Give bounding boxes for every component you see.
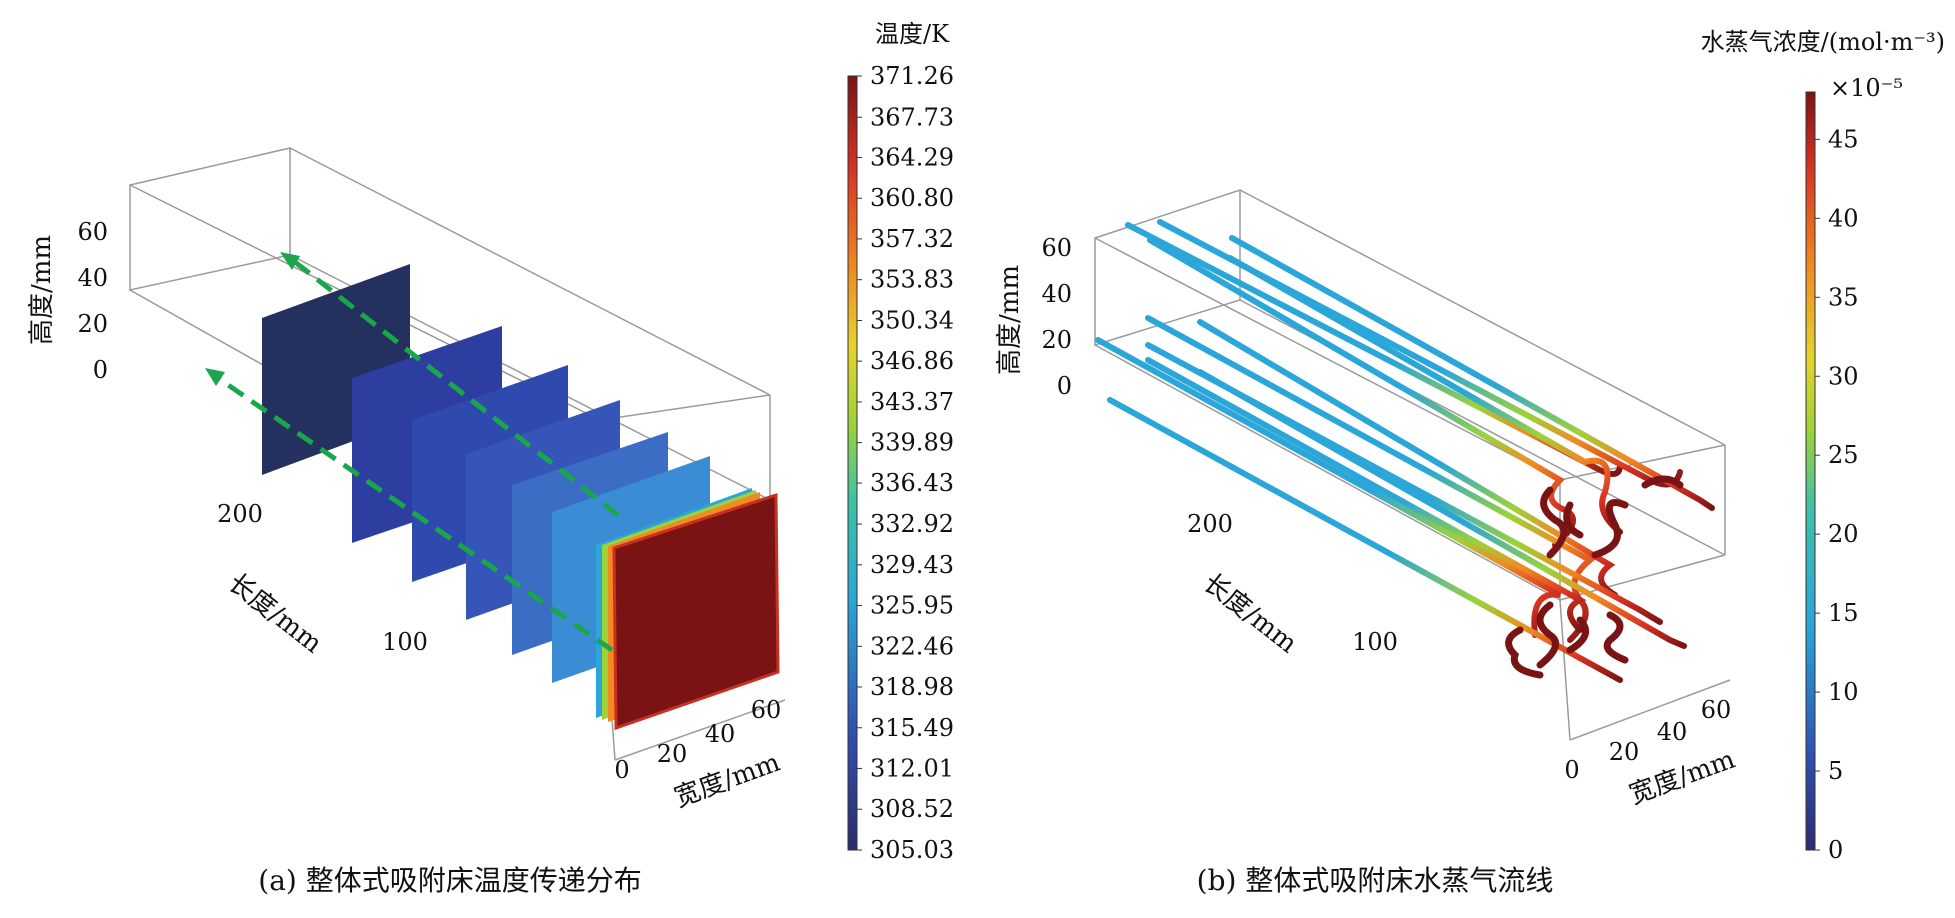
a-colorbar-tick-label: 329.43	[870, 551, 954, 579]
a-width-tick-40: 40	[705, 720, 736, 748]
b-caption: (b) 整体式吸附床水蒸气流线	[1197, 864, 1554, 897]
a-height-tick-40: 40	[77, 264, 108, 292]
hot-block-face	[612, 492, 780, 731]
a-colorbar-tick-label: 371.26	[870, 62, 954, 90]
a-width-tick-60: 60	[751, 696, 782, 724]
arrow-head-bottom	[205, 368, 225, 386]
b-length-axis-label: 长度/mm	[1197, 568, 1302, 659]
b-width-tick-0: 0	[1564, 756, 1579, 784]
b-colorbar-tick-label: 25	[1828, 441, 1859, 469]
streamline-loops	[1505, 475, 1684, 679]
a-colorbar	[847, 75, 858, 851]
a-height-tick-20: 20	[77, 310, 108, 338]
a-colorbar-tick-label: 367.73	[870, 103, 954, 131]
b-colorbar	[1805, 91, 1816, 851]
streamline-9	[1095, 337, 1562, 638]
flow-arrow-bottom	[216, 375, 614, 653]
b-height-tick-0: 0	[1057, 372, 1072, 400]
a-colorbar-tick-label: 346.86	[870, 347, 954, 375]
a-colorbar-tick-label: 343.37	[870, 388, 954, 416]
streamline-11	[1145, 357, 1587, 633]
a-colorbar-tick-label: 325.95	[870, 592, 954, 620]
b-colorbar-tick-label: 10	[1828, 678, 1859, 706]
b-width-tick-20: 20	[1609, 738, 1640, 766]
a-colorbar-tick-label: 350.34	[870, 306, 954, 334]
a-colorbar-tick-label: 308.52	[870, 795, 954, 823]
streamline-10	[1107, 397, 1623, 683]
flow-arrows	[216, 260, 620, 653]
b-width-tick-40: 40	[1657, 718, 1688, 746]
a-caption: (a) 整体式吸附床温度传递分布	[258, 864, 641, 897]
a-length-axis-label: 长度/mm	[222, 568, 327, 659]
panel-b: 60 40 20 0 高度/mm 200 100 长度/mm 0 20 40 6…	[995, 28, 1945, 897]
a-width-tick-20: 20	[657, 740, 688, 768]
a-height-tick-60: 60	[77, 218, 108, 246]
b-height-tick-20: 20	[1041, 326, 1072, 354]
a-height-axis-label: 高度/mm	[27, 235, 57, 345]
a-colorbar-tick-label: 336.43	[870, 469, 954, 497]
a-colorbar-tick-label: 364.29	[870, 143, 954, 171]
streamline-3	[1229, 235, 1715, 511]
b-length-tick-100: 100	[1352, 628, 1398, 656]
b-colorbar-tick-label: 0	[1828, 836, 1843, 864]
b-length-tick-200: 200	[1187, 510, 1233, 538]
b-colorbar-ticks: 45 40 35 30 25 20 15 10 5 0	[1815, 125, 1859, 864]
b-colorbar-tick-label: 20	[1828, 520, 1859, 548]
a-colorbar-tick-label: 322.46	[870, 632, 954, 660]
b-colorbar-tick-label: 40	[1828, 204, 1859, 232]
streamline-1	[1125, 222, 1623, 477]
flow-arrow-top	[293, 260, 620, 517]
a-colorbar-tick-label: 315.49	[870, 714, 954, 742]
b-colorbar-multiplier: ×10⁻⁵	[1830, 74, 1903, 102]
streamline-12	[1197, 369, 1687, 649]
a-colorbar-tick-label: 357.32	[870, 225, 954, 253]
panel-a-back-face	[129, 147, 291, 291]
panel-a: 60 40 20 0 高度/mm 200 100 长度/mm 0 20 40 6…	[27, 20, 954, 897]
a-colorbar-title: 温度/K	[875, 20, 950, 48]
b-colorbar-tick-label: 5	[1828, 757, 1843, 785]
a-colorbar-tick-label: 312.01	[870, 754, 954, 782]
a-colorbar-ticks: 371.26 367.73 364.29 360.80 357.32 353.83 350.…	[857, 62, 954, 864]
a-width-tick-0: 0	[614, 756, 629, 784]
b-colorbar-tick-label: 30	[1828, 362, 1859, 390]
b-width-axis-label: 宽度/mm	[1625, 745, 1739, 811]
b-colorbar-title: 水蒸气浓度/(mol·m⁻³)	[1701, 28, 1945, 56]
a-width-axis-label: 宽度/mm	[670, 748, 784, 814]
a-height-tick-0: 0	[93, 356, 108, 384]
streamlines	[1095, 219, 1715, 683]
b-colorbar-tick-label: 45	[1828, 125, 1859, 153]
a-colorbar-tick-label: 353.83	[870, 266, 954, 294]
b-height-tick-60: 60	[1041, 234, 1072, 262]
b-height-axis-label: 高度/mm	[995, 265, 1025, 375]
a-colorbar-tick-label: 360.80	[870, 184, 954, 212]
a-colorbar-tick-label: 339.89	[870, 429, 954, 457]
a-length-tick-100: 100	[382, 628, 428, 656]
a-colorbar-tick-label: 305.03	[870, 836, 954, 864]
a-colorbar-tick-label: 318.98	[870, 673, 954, 701]
b-colorbar-tick-label: 35	[1828, 283, 1859, 311]
a-length-tick-200: 200	[217, 500, 263, 528]
panel-b-back-face	[1094, 188, 1241, 347]
b-colorbar-tick-label: 15	[1828, 599, 1859, 627]
streamline-5	[1227, 255, 1623, 535]
a-colorbar-tick-label: 332.92	[870, 510, 954, 538]
b-height-tick-40: 40	[1041, 280, 1072, 308]
b-width-tick-60: 60	[1701, 696, 1732, 724]
arrow-head-top	[280, 252, 300, 270]
